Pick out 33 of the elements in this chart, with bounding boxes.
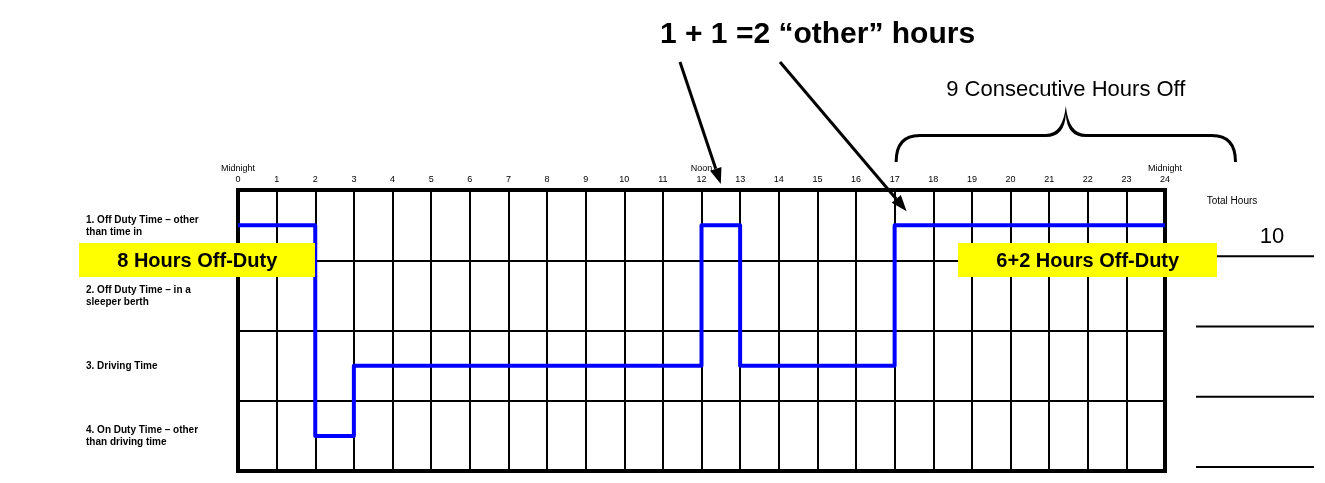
x-tick-label: 11 (658, 173, 668, 184)
x-tick-label: 17 (889, 173, 900, 184)
x-tick-label: 5 (428, 173, 434, 184)
x-tick-label: 20 (1005, 173, 1016, 184)
x-tick-label: 23 (1121, 173, 1132, 184)
x-tick-label: Midnight 0 (220, 162, 256, 184)
chart-title: 1 + 1 =2 “other” hours (660, 15, 976, 49)
y-tick-label: 1. Off Duty Time – other than time in (86, 213, 202, 237)
x-tick-label: 6 (467, 173, 473, 184)
y-tick-label: 2. Off Duty Time – in a sleeper berth (86, 283, 194, 307)
x-tick-label: 3 (351, 173, 357, 184)
x-tick-label: 2 (312, 173, 318, 184)
x-tick-label: Noon 12 (690, 162, 713, 184)
y-tick-label: 3. Driving Time (86, 360, 158, 372)
text: Total Hours (1206, 194, 1258, 206)
x-tick-label: 10 (619, 173, 630, 184)
x-tick-label: Midnight 24 (1147, 162, 1183, 184)
x-tick-label: 22 (1082, 173, 1093, 184)
x-tick-label: 9 (583, 173, 589, 184)
x-tick-label: 13 (735, 173, 746, 184)
x-tick-label: 21 (1044, 173, 1055, 184)
y-tick-label: 4. On Duty Time – other than driving time (86, 424, 201, 448)
x-tick-label: 14 (773, 173, 784, 184)
x-tick-label: 15 (812, 173, 823, 184)
text: 9 Consecutive Hours Off (946, 75, 1187, 101)
x-tick-label: 16 (850, 173, 862, 184)
x-tick-label: 4 (389, 173, 396, 184)
text: 10 (1259, 222, 1285, 248)
x-tick-label: 8 (544, 173, 550, 184)
x-tick-label: 18 (928, 173, 939, 184)
x-tick-label: 1 (274, 173, 280, 184)
x-tick-label: 7 (505, 173, 511, 184)
x-tick-label: 19 (966, 173, 977, 184)
